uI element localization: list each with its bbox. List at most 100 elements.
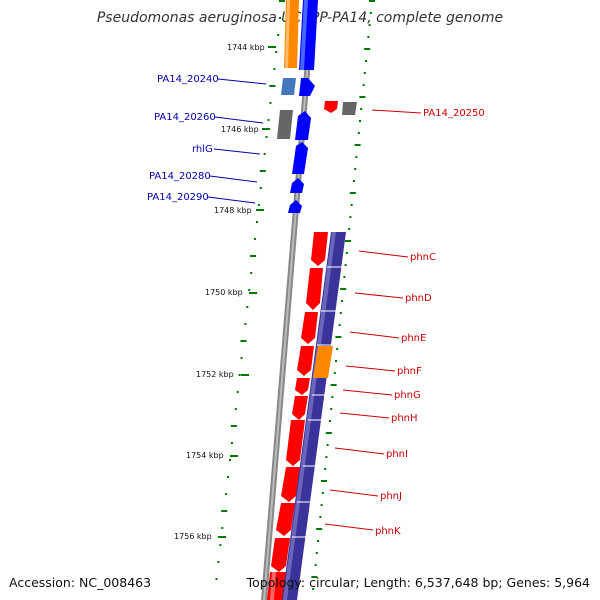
gene-pa14-20250 — [324, 101, 338, 113]
left-arc-tick — [255, 221, 258, 223]
gene-label-pa14-20290[interactable]: PA14_20290 — [147, 192, 209, 203]
left-arc-tick — [221, 527, 224, 529]
gene-label-phnF[interactable]: phnF — [397, 366, 422, 377]
operon-segment-phnF — [313, 346, 333, 378]
gene-pa14-20280 — [290, 178, 304, 193]
gene-pa14-20240-a — [281, 78, 296, 95]
gene-pa14-20260 — [295, 111, 311, 140]
right-arc-tick — [326, 444, 329, 446]
right-arc-tick — [335, 360, 337, 362]
scale-ticks — [215, 0, 375, 590]
left-arc-tick — [273, 68, 276, 70]
gene-label-pa14-20260[interactable]: PA14_20260 — [154, 112, 216, 123]
gene-phnF — [297, 346, 314, 376]
right-arc-tick — [357, 132, 360, 134]
gene-label-phnG[interactable]: phnG — [394, 390, 421, 401]
right-arc-tick — [325, 456, 328, 458]
gene-label-phnE[interactable]: phnE — [401, 333, 426, 344]
gene-phnJ — [281, 467, 300, 502]
left-arc-tick — [250, 272, 253, 274]
left-arc-tick — [215, 578, 218, 580]
scale-label-1746: 1746 kbp — [221, 125, 259, 134]
left-gene-labels: PA14_20240 PA14_20260 rhlG PA14_20280 PA… — [147, 74, 267, 204]
gene-phnD — [306, 268, 323, 310]
scale-label-1752: 1752 kbp — [196, 370, 234, 379]
gene-label-phnC[interactable]: phnC — [410, 252, 436, 263]
right-arc-tick — [331, 396, 334, 398]
gene-label-phnI[interactable]: phnI — [386, 449, 408, 460]
left-arc-tick — [248, 289, 251, 291]
right-arc-tick — [345, 240, 351, 242]
scale-labels: 1744 kbp 1746 kbp 1748 kbp 1750 kbp 1752… — [174, 43, 276, 541]
right-arc-tick — [339, 312, 342, 314]
gene-label-phnJ[interactable]: phnJ — [380, 491, 402, 502]
right-arc-tick — [348, 228, 351, 230]
right-arc-tick — [312, 588, 315, 590]
gene-grey-a — [277, 110, 293, 139]
left-arc-tick — [254, 238, 257, 240]
left-arc-tick — [269, 85, 276, 87]
accession-text: Accession: NC_008463 — [9, 575, 152, 590]
gene-phnC — [311, 232, 328, 266]
left-arc-tick — [236, 391, 239, 393]
right-arc-tick — [333, 372, 336, 374]
right-arc-tick — [330, 408, 333, 410]
left-arc-tick — [279, 0, 285, 2]
right-arc-tick — [325, 432, 332, 434]
right-arc-tick — [349, 216, 352, 218]
gene-label-pa14-20240[interactable]: PA14_20240 — [157, 74, 219, 85]
right-arc-tick — [369, 12, 372, 14]
left-arc-tick — [221, 510, 228, 512]
right-arc-tick — [362, 84, 365, 86]
left-arc-tick — [240, 357, 243, 359]
gene-label-pa14-20250[interactable]: PA14_20250 — [423, 108, 485, 119]
scale-label-1744: 1744 kbp — [227, 43, 265, 52]
right-arc-tick — [354, 168, 357, 170]
left-arc-tick — [230, 442, 233, 444]
left-arc-tick — [277, 34, 280, 36]
left-arc-tick — [265, 136, 268, 138]
gene-pa14-20240-b — [299, 78, 315, 96]
left-arc-tick — [234, 408, 237, 410]
gene-phnI — [286, 420, 305, 466]
left-arc-tick — [250, 255, 257, 257]
phn-reverse-genes — [267, 232, 328, 600]
right-arc-tick — [311, 576, 318, 578]
left-arc-tick — [240, 340, 247, 342]
left-arc-tick — [259, 170, 266, 172]
right-arc-tick — [321, 480, 327, 482]
left-arc-tick — [227, 476, 230, 478]
left-arc-tick — [230, 425, 237, 427]
gene-phnH — [292, 396, 308, 420]
right-arc-tick — [350, 204, 353, 206]
left-arc-tick — [225, 493, 228, 495]
gene-label-phnH[interactable]: phnH — [391, 413, 418, 424]
right-arc-tick — [359, 120, 361, 122]
right-arc-tick — [353, 180, 355, 182]
scale-label-1756: 1756 kbp — [174, 532, 212, 541]
right-arc-tick — [369, 0, 375, 2]
scale-label-1754: 1754 kbp — [186, 451, 224, 460]
right-arc-tick — [336, 348, 339, 350]
scale-label-1750: 1750 kbp — [205, 288, 243, 297]
right-arc-tick — [365, 60, 367, 62]
right-arc-tick — [335, 336, 342, 338]
gene-phnG — [295, 378, 310, 395]
left-arc-tick — [267, 119, 270, 121]
left-arc-tick — [238, 374, 241, 376]
right-arc-tick — [363, 72, 366, 74]
right-arc-tick — [329, 420, 331, 422]
gene-label-rhlG[interactable]: rhlG — [192, 144, 213, 155]
left-arc-tick — [228, 459, 231, 461]
gene-label-pa14-20280[interactable]: PA14_20280 — [149, 171, 211, 182]
gene-grey-b — [342, 102, 357, 115]
right-arc-tick — [367, 36, 370, 38]
right-arc-tick — [338, 324, 341, 326]
gene-label-phnD[interactable]: phnD — [405, 293, 432, 304]
gene-label-phnK[interactable]: phnK — [375, 526, 401, 537]
right-arc-tick — [330, 384, 337, 386]
right-arc-tick — [317, 540, 319, 542]
right-arc-tick — [355, 156, 358, 158]
genome-summary-text: Topology: circular; Length: 6,537,648 bp… — [246, 575, 590, 590]
left-arc-tick — [244, 323, 247, 325]
